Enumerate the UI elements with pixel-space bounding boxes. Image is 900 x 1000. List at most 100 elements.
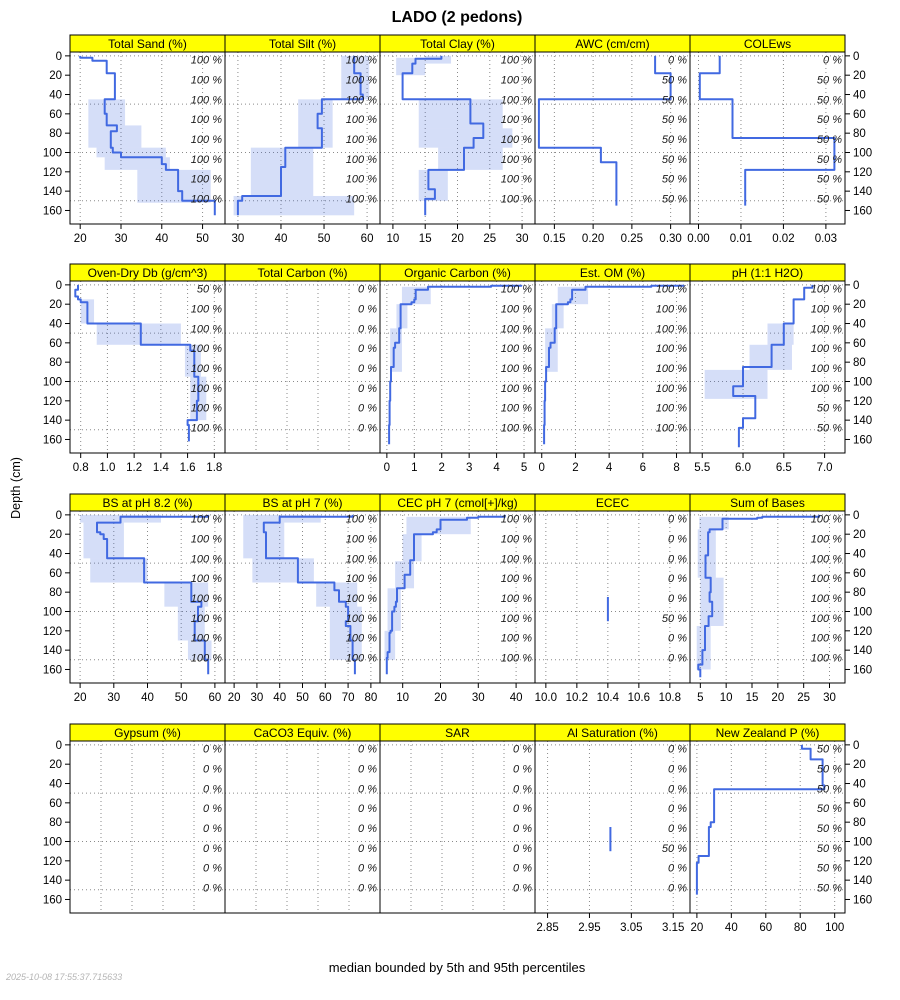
depth-tick-label-left: 100 — [43, 836, 62, 848]
percentile-ribbon — [341, 55, 370, 100]
depth-tick-label-right: 140 — [853, 186, 872, 198]
contributing-fraction-label: 100 % — [191, 114, 222, 126]
x-tick-label: 1 — [411, 462, 417, 474]
contributing-fraction-label: 50 % — [817, 783, 842, 795]
depth-tick-label-left: 80 — [49, 817, 62, 829]
strip-title: COLEws — [744, 37, 791, 51]
x-tick-label: 30 — [115, 233, 128, 245]
contributing-fraction-label: 100 % — [346, 94, 377, 106]
panel-caco3-equiv: 0 % 0 % 0 % 0 % 0 % 0 % 0 % 0 % CaCO3 Equiv. (%) — [224, 723, 381, 914]
percentile-ribbon — [233, 195, 355, 216]
median-line-colews — [698, 55, 836, 206]
percentile-ribbon — [329, 606, 362, 660]
contributing-fraction-label: 0 % — [668, 863, 687, 875]
contributing-fraction-label: 50 % — [817, 75, 842, 87]
percentile-ribbon — [83, 522, 124, 559]
panel-sum-of-bases: 100 % 100 % 100 % 100 % 100 % 100 % 100 % 100 %… — [689, 493, 846, 704]
x-tick-label: 0.01 — [730, 233, 752, 245]
contributing-fraction-label: 0 % — [668, 553, 687, 565]
median-line-total-sand — [79, 55, 216, 216]
contributing-fraction-label: 0 % — [358, 343, 377, 355]
contributing-fraction-label: 100 % — [346, 633, 377, 645]
x-tick-label: 0.15 — [543, 233, 565, 245]
strip-title: Al Saturation (%) — [567, 726, 658, 740]
contributing-fraction-label: 0 % — [358, 863, 377, 875]
panel-new-zealand-p: 50 % 50 % 50 % 50 % 50 % 50 % 50 % 50 % New Zeal… — [689, 723, 846, 934]
contributing-fraction-label: 0 % — [513, 764, 532, 776]
panel-organic-carbon: 100 % 100 % 100 % 100 % 100 % 100 % 100 % 100 %… — [379, 263, 536, 474]
contributing-fraction-label: 100 % — [811, 343, 842, 355]
strip-new-zealand-p — [689, 723, 846, 742]
x-tick-label: 7.0 — [817, 462, 833, 474]
contributing-fraction-label: 100 % — [501, 383, 532, 395]
depth-tick-label-right: 40 — [853, 549, 866, 561]
contributing-fraction-label: 0 % — [358, 422, 377, 434]
percentile-ribbon — [96, 323, 181, 345]
x-tick-label: 4 — [493, 462, 500, 474]
contributing-fraction-label: 50 % — [662, 94, 687, 106]
strip-title: BS at pH 7 (%) — [262, 496, 342, 510]
x-tick-label: 30 — [472, 692, 485, 704]
percentile-ribbon — [177, 606, 205, 641]
x-tick-label: 10 — [396, 692, 409, 704]
panel-ph-h2o: 100 % 100 % 100 % 100 % 100 % 100 % 50 % 50 % pH… — [689, 263, 846, 474]
percentile-ribbon — [390, 328, 402, 372]
contributing-fraction-label: 100 % — [501, 304, 532, 316]
contributing-fraction-label: 50 % — [817, 803, 842, 815]
depth-tick-label-left: 120 — [43, 626, 62, 638]
contributing-fraction-label: 50 % — [662, 154, 687, 166]
depth-axis-row2: 0 0 20 20 40 40 60 60 80 80 100 100 120 120 140 140 160 1… — [43, 280, 872, 447]
strip-title: BS at pH 8.2 (%) — [102, 496, 192, 510]
x-tick-label: 10 — [387, 233, 400, 245]
depth-tick-label-left: 60 — [49, 568, 62, 580]
x-tick-label: 8 — [673, 462, 679, 474]
x-tick-label: 20 — [771, 692, 784, 704]
contributing-fraction-label: 100 % — [191, 613, 222, 625]
contributing-fraction-label: 100 % — [346, 75, 377, 87]
contributing-fraction-label: 0 % — [668, 803, 687, 815]
contributing-fraction-label: 0 % — [358, 843, 377, 855]
depth-axis-row3: 0 0 20 20 40 40 60 60 80 80 100 100 120 120 140 140 160 1… — [43, 510, 872, 677]
depth-axis-row1: 0 0 20 20 40 40 60 60 80 80 100 100 120 120 140 140 160 1… — [43, 51, 872, 218]
contributing-fraction-label: 100 % — [656, 422, 687, 434]
x-tick-label: 60 — [759, 922, 772, 934]
contributing-fraction-label: 100 % — [656, 403, 687, 415]
percentile-ribbon — [402, 534, 422, 562]
percentile-ribbon — [418, 169, 448, 201]
x-tick-label: 5.5 — [694, 462, 710, 474]
contributing-fraction-label: 100 % — [501, 573, 532, 585]
depth-tick-label-left: 160 — [43, 894, 62, 906]
x-tick-label: 0 — [384, 462, 390, 474]
depth-tick-label-left: 0 — [56, 510, 62, 522]
contributing-fraction-label: 0 % — [358, 383, 377, 395]
depth-tick-label-right: 160 — [853, 664, 872, 676]
strip-title: Oven-Dry Db (g/cm^3) — [88, 266, 208, 280]
median-line-total-silt — [236, 55, 364, 216]
x-tick-label: 6 — [640, 462, 646, 474]
percentile-ribbon — [406, 516, 471, 535]
x-tick-label: 5 — [697, 692, 703, 704]
contributing-fraction-label: 100 % — [191, 343, 222, 355]
x-tick-label: 40 — [273, 692, 286, 704]
x-tick-label: 70 — [342, 692, 355, 704]
panel-total-clay: 100 % 100 % 100 % 100 % 100 % 100 % 100 % 100 %… — [379, 34, 536, 245]
contributing-fraction-label: 50 % — [817, 94, 842, 106]
contributing-fraction-label: 100 % — [656, 343, 687, 355]
contributing-fraction-label: 100 % — [346, 573, 377, 585]
strip-title: ECEC — [596, 496, 630, 510]
contributing-fraction-label: 100 % — [811, 284, 842, 296]
x-tick-label: 40 — [510, 692, 523, 704]
x-tick-label: 20 — [74, 233, 87, 245]
percentile-ribbon — [704, 369, 768, 399]
x-tick-label: 0.03 — [815, 233, 837, 245]
median-line-sum-of-bases — [697, 514, 821, 678]
depth-tick-label-left: 0 — [56, 740, 62, 752]
contributing-fraction-label: 100 % — [811, 304, 842, 316]
median-line-organic-carbon — [388, 284, 523, 445]
contributing-fraction-label: 0 % — [668, 652, 687, 664]
contributing-fraction-label: 100 % — [501, 134, 532, 146]
depth-tick-label-left: 40 — [49, 779, 62, 791]
contributing-fraction-label: 0 % — [358, 744, 377, 756]
depth-tick-label-left: 80 — [49, 587, 62, 599]
strip-sum-of-bases — [689, 493, 846, 512]
